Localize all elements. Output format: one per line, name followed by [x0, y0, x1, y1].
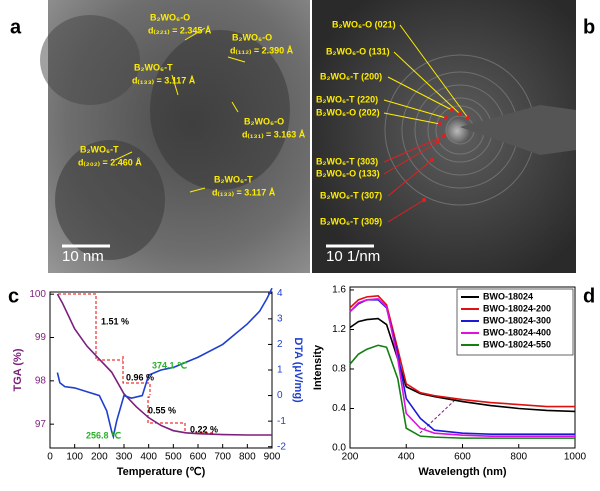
spot — [422, 198, 426, 202]
spot — [466, 116, 470, 120]
annotation: 0.96 % — [126, 372, 154, 382]
y2-tick-label: -2 — [277, 441, 286, 452]
annotation: B₂WO₆-T — [214, 174, 253, 184]
annotation: B₂WO₆-O — [150, 12, 190, 22]
annotation: B₂WO₆-O — [232, 32, 272, 42]
x-tick-label: 200 — [91, 452, 108, 463]
y2-tick-label: 2 — [277, 339, 283, 350]
annotation: d₍₂₀₂₎ = 2.460 Å — [78, 157, 142, 167]
spot — [444, 116, 448, 120]
annotation: B₂WO₆-O (202) — [316, 107, 380, 117]
y2-tick-label: 0 — [277, 390, 283, 401]
x-tick-label: 400 — [398, 452, 415, 463]
spot — [430, 158, 434, 162]
annotation: d₍₁₃₁₎ = 3.163 Å — [242, 129, 306, 139]
y-tick-label: 97 — [35, 419, 47, 430]
y2-tick-label: 3 — [277, 313, 283, 324]
y-axis-label: TGA (%) — [12, 348, 24, 391]
x-tick-label: 100 — [66, 452, 83, 463]
y2-axis-label: DTA (μV/mg) — [292, 337, 304, 403]
x-tick-label: 0 — [47, 452, 53, 463]
annotation: d₍₂₂₁₎ = 2.345 Å — [148, 25, 212, 35]
annotation: B₂WO₆-O (131) — [326, 46, 390, 56]
annotation: B₂WO₆-O (133) — [316, 168, 380, 178]
y2-tick-label: 4 — [277, 288, 283, 299]
annotation: d₍₁₁₂₎ = 2.390 Å — [230, 45, 294, 55]
y-tick-label: 0.0 — [332, 443, 346, 454]
annotation: B₂WO₆-T (307) — [320, 190, 382, 200]
annotation: 256.8 ℃ — [86, 430, 121, 440]
y-tick-label: 100 — [29, 289, 46, 300]
panel-label: d — [583, 285, 595, 307]
y2-tick-label: -1 — [277, 416, 286, 427]
x-tick-label: 600 — [190, 452, 207, 463]
annotation: B₂WO₆-T (309) — [320, 216, 382, 226]
x-tick-label: 1000 — [564, 452, 587, 463]
x-tick-label: 900 — [264, 452, 281, 463]
y-tick-label: 99 — [35, 332, 47, 343]
annotation: B₂WO₆-O — [244, 116, 284, 126]
x-tick-label: 600 — [454, 452, 471, 463]
y-tick-label: 98 — [35, 375, 47, 386]
spot — [458, 112, 462, 116]
panel-label: b — [583, 16, 595, 38]
series-line — [350, 345, 575, 438]
annotation: B₂WO₆-T (220) — [316, 94, 378, 104]
trend-arrow — [420, 400, 455, 433]
x-tick-label: 300 — [116, 452, 133, 463]
step-lines — [58, 294, 215, 433]
annotation: 374.1 ℃ — [152, 360, 187, 370]
figure: 10 nm 10 1/nm a b c d B₂WO₆-O d₍₂₂₁₎ = 2.… — [0, 0, 600, 486]
y-tick-label: 1.2 — [332, 324, 346, 335]
panel-label: c — [8, 285, 19, 307]
legend-label: BWO-18024-550 — [483, 339, 551, 349]
annotation: B₂WO₆-T — [134, 62, 173, 72]
y-tick-label: 0.8 — [332, 364, 346, 375]
annotation: B₂WO₆-O (021) — [332, 19, 396, 29]
x-tick-label: 800 — [510, 452, 527, 463]
x-axis-label: Temperature (℃) — [117, 466, 206, 478]
spot — [450, 108, 454, 112]
scale-label: 10 1/nm — [326, 248, 380, 265]
annotation: B₂WO₆-T — [80, 144, 119, 154]
spot — [436, 140, 440, 144]
legend-label: BWO-18024-200 — [483, 303, 551, 313]
x-axis-label: Wavelength (nm) — [418, 466, 507, 478]
x-tick-label: 800 — [239, 452, 256, 463]
spot — [442, 134, 446, 138]
annotation: 0.55 % — [148, 405, 176, 415]
y-axis-label: Intensity — [312, 344, 324, 390]
y-tick-label: 0.4 — [332, 403, 346, 414]
annotation: 1.51 % — [101, 316, 129, 326]
annotation: 0.22 % — [190, 424, 218, 434]
scale-label: 10 nm — [62, 248, 104, 265]
x-tick-label: 400 — [140, 452, 157, 463]
spot — [438, 122, 442, 126]
x-tick-label: 700 — [214, 452, 231, 463]
y-tick-label: 1.6 — [332, 285, 346, 296]
legend-label: BWO-18024 — [483, 291, 533, 301]
annotation: d₍₁₃₃₎ = 3.117 Å — [132, 75, 196, 85]
annotation: d₍₁₃₃₎ = 3.117 Å — [212, 187, 276, 197]
legend-label: BWO-18024-400 — [483, 327, 551, 337]
y2-tick-label: 1 — [277, 365, 283, 376]
legend-label: BWO-18024-300 — [483, 315, 551, 325]
panel-label: a — [10, 16, 22, 38]
annotation: B₂WO₆-T (303) — [316, 156, 378, 166]
annotation: B₂WO₆-T (200) — [320, 71, 382, 81]
x-tick-label: 500 — [165, 452, 182, 463]
particle — [40, 15, 140, 105]
